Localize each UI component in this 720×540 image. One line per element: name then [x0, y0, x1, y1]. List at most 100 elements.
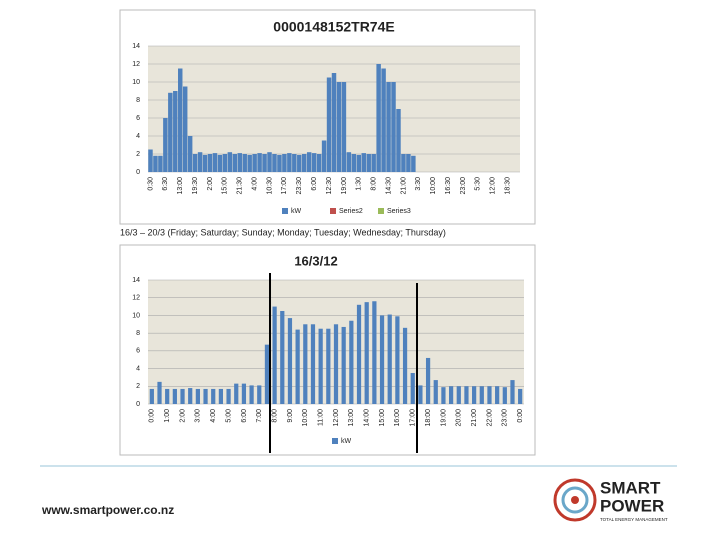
bar [349, 320, 354, 404]
bar [182, 86, 188, 172]
bar [448, 386, 454, 404]
y-tick-label: 14 [132, 43, 140, 50]
x-tick-label: 8:00 [271, 409, 278, 423]
x-tick-label: 5:30 [475, 177, 482, 191]
bar [346, 152, 352, 172]
bar [192, 154, 198, 172]
bar [387, 314, 392, 404]
bar [237, 153, 242, 172]
bar [148, 149, 153, 172]
bar [411, 155, 416, 172]
bar [158, 155, 163, 172]
bar [277, 154, 282, 172]
x-tick-label: 8:00 [371, 177, 378, 191]
bar [280, 311, 285, 404]
x-tick-label: 19:00 [341, 177, 348, 195]
x-tick-label: 19:30 [192, 177, 199, 195]
legend-swatch [332, 438, 338, 444]
y-tick-label: 2 [136, 383, 140, 390]
bar [310, 324, 316, 404]
bar [395, 316, 400, 404]
logo-text: POWER [600, 496, 664, 515]
y-tick-label: 4 [136, 133, 140, 140]
x-tick-label: 15:00 [379, 409, 386, 427]
y-tick-label: 14 [132, 277, 140, 284]
bar [297, 154, 302, 172]
x-tick-label: 10:00 [430, 177, 437, 195]
bar [242, 154, 247, 172]
x-tick-label: 2:00 [179, 409, 186, 423]
legend-swatch [378, 208, 384, 214]
x-tick-label: 12:30 [326, 177, 333, 195]
x-tick-label: 21:30 [237, 177, 244, 195]
bar [149, 388, 154, 404]
bar [336, 82, 342, 172]
bar [472, 386, 477, 404]
legend-label: Series3 [387, 208, 411, 215]
x-tick-label: 6:00 [311, 177, 318, 191]
bar [341, 326, 346, 404]
x-tick-label: 4:00 [210, 409, 217, 423]
bar [316, 154, 322, 172]
y-tick-label: 6 [136, 115, 140, 122]
y-tick-label: 6 [136, 348, 140, 355]
x-tick-label: 12:00 [333, 409, 340, 427]
bar [306, 152, 312, 172]
bar [351, 154, 357, 172]
bar [371, 154, 376, 172]
bar [381, 68, 386, 172]
bar [267, 152, 272, 172]
bar [379, 315, 385, 404]
bar [311, 153, 317, 172]
bar [321, 140, 327, 172]
bar [168, 92, 173, 172]
bar [487, 386, 492, 404]
bar [302, 154, 307, 172]
legend-label: kW [291, 208, 302, 215]
x-tick-label: 9:00 [287, 409, 294, 423]
x-tick-label: 18:00 [425, 409, 432, 427]
y-tick-label: 4 [136, 365, 140, 372]
bar [195, 388, 200, 404]
bar [217, 154, 223, 172]
bar [518, 388, 523, 404]
x-tick-label: 0:30 [147, 177, 154, 191]
y-tick-label: 10 [132, 79, 140, 86]
bar [222, 154, 228, 172]
x-tick-label: 21:00 [400, 177, 407, 195]
bar [287, 153, 292, 172]
bar [163, 118, 168, 172]
chart-title: 0000148152TR74E [273, 19, 394, 35]
x-tick-label: 6:30 [162, 177, 169, 191]
bar [272, 306, 277, 404]
bar [173, 91, 178, 172]
bar [510, 380, 515, 404]
bar [165, 388, 170, 404]
bar [479, 386, 484, 404]
bar [252, 154, 257, 172]
bar [257, 153, 262, 172]
x-tick-label: 3:30 [415, 177, 422, 191]
x-tick-label: 17:00 [410, 409, 417, 427]
bar [241, 383, 247, 404]
bar [391, 82, 396, 172]
bar [406, 154, 411, 172]
bar [180, 388, 185, 404]
bar [331, 73, 337, 172]
bar [227, 152, 233, 172]
x-tick-label: 14:00 [364, 409, 371, 427]
y-tick-label: 0 [136, 401, 140, 408]
bar [433, 380, 438, 404]
bar [356, 154, 362, 172]
bar [366, 154, 371, 172]
bar [203, 388, 208, 404]
x-tick-label: 16:30 [445, 177, 452, 195]
x-tick-label: 18:30 [504, 177, 511, 195]
bar [326, 328, 331, 404]
bar [153, 155, 158, 172]
logo-ring [561, 486, 589, 514]
x-tick-label: 23:00 [460, 177, 467, 195]
legend-label: Series2 [339, 208, 363, 215]
x-tick-label: 15:00 [222, 177, 229, 195]
